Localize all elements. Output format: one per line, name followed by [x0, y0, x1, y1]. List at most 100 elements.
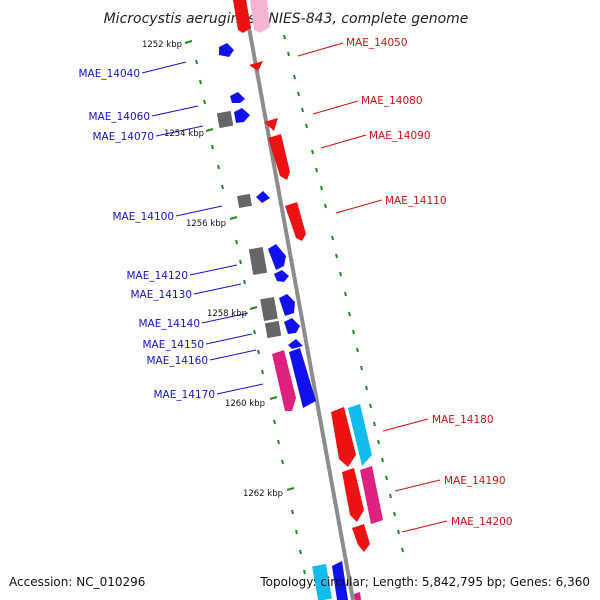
gene-label-mae-14140[interactable]: MAE_14140: [138, 318, 200, 330]
gene-label-mae-14090[interactable]: MAE_14090: [369, 130, 431, 142]
gene-label-mae-14170[interactable]: MAE_14170: [153, 389, 215, 401]
tick-dash: [311, 149, 314, 155]
label-line-mae-14050: [297, 42, 344, 57]
tick-dash: [253, 329, 256, 335]
gene-mae-14040: [219, 43, 234, 57]
outer-tick-track: [283, 34, 404, 553]
tick-dash: [315, 167, 318, 173]
gene-label-mae-14150[interactable]: MAE_14150: [142, 339, 204, 351]
kbp-tick: [184, 40, 193, 44]
gene-mae-14160-14170: [272, 339, 316, 411]
tick-dash: [297, 91, 300, 97]
gene-label-mae-14160[interactable]: MAE_14160: [146, 355, 208, 367]
tick-dash: [377, 439, 380, 445]
gene-arrow: [360, 466, 383, 524]
gene-mae-14200: [352, 524, 370, 552]
gene-label-mae-14060[interactable]: MAE_14060: [88, 111, 150, 123]
left-gene-labels: MAE_14040 MAE_14060 MAE_14070 MAE_14100 …: [78, 68, 215, 401]
accession-label: Accession: NC_010296: [9, 575, 145, 589]
kbp-label-1262: 1262 kbp: [243, 489, 283, 499]
kbp-tick: [286, 487, 295, 491]
gene-label-mae-14190[interactable]: MAE_14190: [444, 475, 506, 487]
tick-dash: [221, 184, 224, 190]
label-line-mae-14160: [209, 349, 257, 361]
gene-arrow: [342, 468, 364, 522]
label-line-mae-14130: [193, 283, 242, 295]
tick-dash: [299, 549, 302, 555]
gene-bottom-partial: [312, 561, 361, 600]
tick-dash: [356, 347, 359, 353]
tick-dash: [217, 164, 220, 170]
gene-label-mae-14100[interactable]: MAE_14100: [112, 211, 174, 223]
label-line-mae-14070: [155, 125, 204, 137]
gene-label-mae-14120[interactable]: MAE_14120: [126, 270, 188, 282]
tick-dash: [291, 509, 294, 515]
gene-features: [216, 0, 383, 600]
tick-dash: [277, 439, 280, 445]
gene-label-mae-14040[interactable]: MAE_14040: [78, 68, 140, 80]
tick-dash: [335, 253, 338, 259]
gene-arrow: [233, 0, 251, 33]
label-line-mae-14060: [151, 105, 199, 117]
tick-dash: [273, 419, 276, 425]
tick-dash: [352, 329, 355, 335]
tick-dash: [203, 99, 206, 105]
tick-dash: [195, 59, 198, 65]
tick-dash: [287, 51, 290, 57]
gene-label-mae-14130[interactable]: MAE_14130: [130, 289, 192, 301]
label-line-mae-14100: [175, 205, 223, 217]
label-line-mae-14200: [401, 520, 448, 533]
gene-arrow: [264, 118, 278, 131]
gene-arrow: [279, 294, 295, 316]
kbp-label-1260: 1260 kbp: [225, 399, 265, 409]
gene-arrow: [250, 0, 270, 33]
gene-arrow: [272, 350, 296, 411]
gene-arrow: [332, 561, 348, 600]
tick-dash: [385, 475, 388, 481]
gene-arrow: [249, 61, 263, 71]
gene-mae-14180: [331, 404, 372, 467]
tick-dash: [344, 291, 347, 297]
label-line-mae-14080: [312, 100, 359, 115]
kbp-label-1254: 1254 kbp: [164, 129, 204, 139]
label-line-mae-14190: [394, 479, 441, 492]
kbp-tick: [269, 396, 278, 400]
tick-dash: [324, 203, 327, 209]
tick-dash: [243, 279, 246, 285]
kbp-tick: [205, 128, 214, 132]
gene-label-mae-14080[interactable]: MAE_14080: [361, 95, 423, 107]
gene-label-mae-14200[interactable]: MAE_14200: [451, 516, 513, 528]
gene-arrow: [256, 191, 270, 203]
gene-mae-14090: [268, 134, 290, 180]
gene-arrow: [274, 270, 289, 282]
gene-arrow: [268, 244, 286, 270]
tick-dash: [389, 493, 392, 499]
gene-label-mae-14110[interactable]: MAE_14110: [385, 195, 447, 207]
kbp-tick: [229, 216, 238, 220]
gene-arrow: [234, 108, 250, 123]
tick-dash: [295, 529, 298, 535]
label-line-mae-14150: [205, 333, 253, 345]
tick-dash: [199, 79, 202, 85]
label-line-mae-14170: [216, 383, 264, 395]
tick-dash: [381, 457, 384, 463]
tick-dash: [393, 511, 396, 517]
gene-label-mae-14070[interactable]: MAE_14070: [92, 131, 154, 143]
gene-arrow: [289, 348, 316, 408]
gene-block: [312, 564, 333, 600]
gene-label-mae-14050[interactable]: MAE_14050: [346, 37, 408, 49]
tick-dash: [339, 271, 342, 277]
map-title: Microcystis aeruginosa NIES-843, complet…: [104, 11, 469, 27]
label-line-mae-14040: [141, 61, 187, 74]
tick-dash: [281, 459, 284, 465]
gene-pale-pink-top: [233, 0, 270, 33]
tick-dash: [401, 547, 404, 553]
gene-arrow: [331, 407, 356, 467]
tick-dash: [235, 239, 238, 245]
label-line-mae-14120: [189, 264, 238, 276]
gene-label-mae-14180[interactable]: MAE_14180: [432, 414, 494, 426]
gene-arrow: [268, 134, 290, 180]
tick-dash: [301, 107, 304, 113]
kbp-label-1258: 1258 kbp: [207, 309, 247, 319]
label-line-mae-14140: [201, 312, 249, 324]
